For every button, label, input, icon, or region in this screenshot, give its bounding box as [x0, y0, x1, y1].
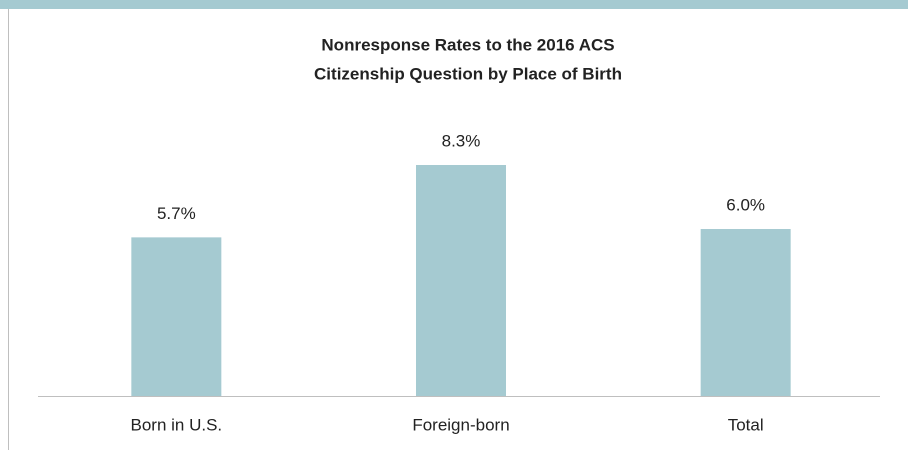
- chart-title: Nonresponse Rates to the 2016 ACS: [321, 35, 614, 54]
- x-tick-label: Total: [728, 415, 764, 434]
- x-tick-label: Born in U.S.: [131, 415, 223, 434]
- bar: [416, 165, 506, 396]
- value-label: 8.3%: [442, 131, 481, 150]
- x-tick-label: Foreign-born: [412, 415, 509, 434]
- bar: [131, 237, 222, 396]
- bar: [700, 229, 791, 396]
- chart-title: Citizenship Question by Place of Birth: [314, 64, 622, 83]
- top-band: [0, 0, 908, 9]
- value-label: 6.0%: [726, 195, 765, 214]
- value-label: 5.7%: [157, 204, 196, 223]
